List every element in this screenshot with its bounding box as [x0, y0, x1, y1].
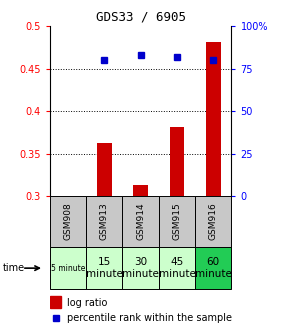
- Text: GSM914: GSM914: [136, 203, 145, 240]
- Bar: [159, 247, 195, 289]
- Text: 30
minute: 30 minute: [122, 257, 159, 279]
- Bar: [86, 247, 122, 289]
- Text: GSM915: GSM915: [173, 203, 181, 240]
- Bar: [122, 196, 159, 247]
- Text: GSM916: GSM916: [209, 203, 218, 240]
- Text: 45
minute: 45 minute: [159, 257, 195, 279]
- Text: GSM913: GSM913: [100, 203, 109, 240]
- Bar: [195, 196, 231, 247]
- Bar: [50, 296, 61, 307]
- Bar: [206, 42, 221, 196]
- Bar: [170, 127, 184, 196]
- Text: time: time: [3, 263, 25, 273]
- Text: percentile rank within the sample: percentile rank within the sample: [67, 313, 232, 323]
- Text: 15
minute: 15 minute: [86, 257, 123, 279]
- Bar: [195, 247, 231, 289]
- Text: GSM908: GSM908: [64, 203, 72, 240]
- Text: 5 minute: 5 minute: [51, 264, 85, 273]
- Bar: [159, 196, 195, 247]
- Bar: [50, 247, 86, 289]
- Bar: [50, 196, 86, 247]
- Bar: [86, 196, 122, 247]
- Title: GDS33 / 6905: GDS33 / 6905: [96, 10, 186, 24]
- Text: log ratio: log ratio: [67, 298, 107, 307]
- Bar: [133, 185, 148, 196]
- Bar: [122, 247, 159, 289]
- Bar: [97, 144, 112, 196]
- Text: 60
minute: 60 minute: [195, 257, 232, 279]
